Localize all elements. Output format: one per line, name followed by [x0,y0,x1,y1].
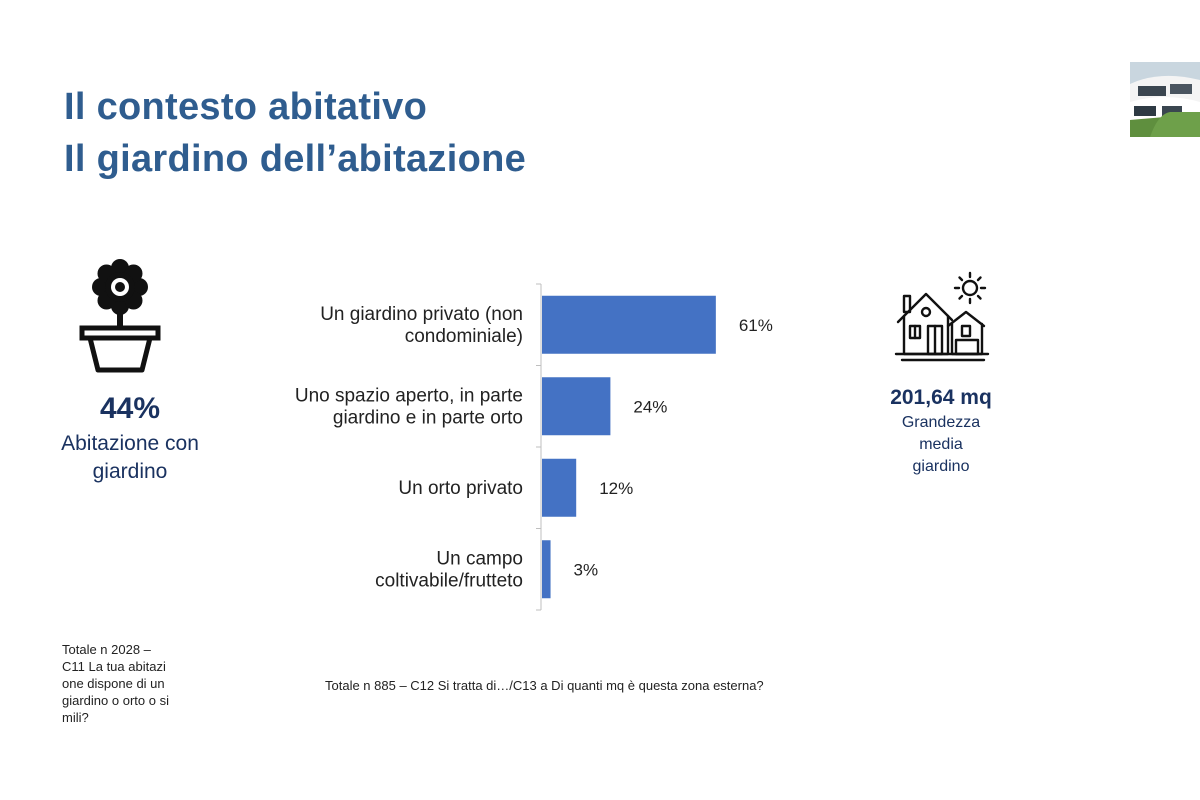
chart-category-label: Uno spazio aperto, in parte giardino e in… [295,385,523,428]
chart-category-label-line: Un orto privato [398,478,523,499]
chart-category-label: Un orto privato [398,478,523,499]
house-sun-icon [892,268,994,364]
chart-data-label: 24% [633,397,667,416]
label-line: giardino [912,458,970,475]
chart-category-label-line: Un campo [436,548,523,569]
sample-note-left: Totale n 2028 – C11 La tua abitazi one d… [62,641,207,726]
note-line: C11 La tua abitazi [62,659,166,674]
garden-average-size-label: Grandezza media giardino [860,412,1022,478]
chart-data-label: 61% [739,316,773,335]
corner-house-photo [1130,62,1200,137]
chart-category-label-line: coltivabile/frutteto [375,570,523,591]
note-line: Totale n 2028 – [62,642,151,657]
label-line: media [919,436,963,453]
garden-type-bar-chart: Un giardino privato (non condominiale) Uno… [295,283,773,611]
chart-category-label: Un campo coltivabile/frutteto [375,548,523,591]
garden-percentage: 44% [99,392,161,425]
chart-bar [542,540,551,599]
garden-percentage-label: Abitazione con giardino [40,430,220,486]
chart-category-label-line: condominiale) [405,326,523,347]
chart-bar [542,377,611,436]
chart-category-label-line: giardino e in parte orto [333,407,523,428]
note-line: mili? [62,710,89,725]
sample-note-bottom: Totale n 885 – C12 Si tratta di…/C13 a D… [325,678,764,693]
flower-pot-icon [78,258,162,376]
garden-average-size: 201,64 mq [890,386,992,409]
chart-category-label: Un giardino privato (non condominiale) [320,304,523,347]
note-line: giardino o orto o si [62,693,169,708]
slide-title-line-1: Il contesto abitativo [64,86,428,128]
slide-title-line-2: Il giardino dell’abitazione [64,138,527,180]
chart-bar [542,295,716,354]
chart-category-label-line: Un giardino privato (non [320,304,523,325]
chart-data-label: 12% [599,479,633,498]
chart-bar [542,458,577,517]
chart-category-label-line: Uno spazio aperto, in parte [295,385,523,406]
label-line: Grandezza [901,414,981,431]
chart-data-label: 3% [574,560,599,579]
label-line: giardino [92,460,168,483]
note-line: one dispone di un [62,676,165,691]
label-line: Abitazione con [61,432,199,455]
